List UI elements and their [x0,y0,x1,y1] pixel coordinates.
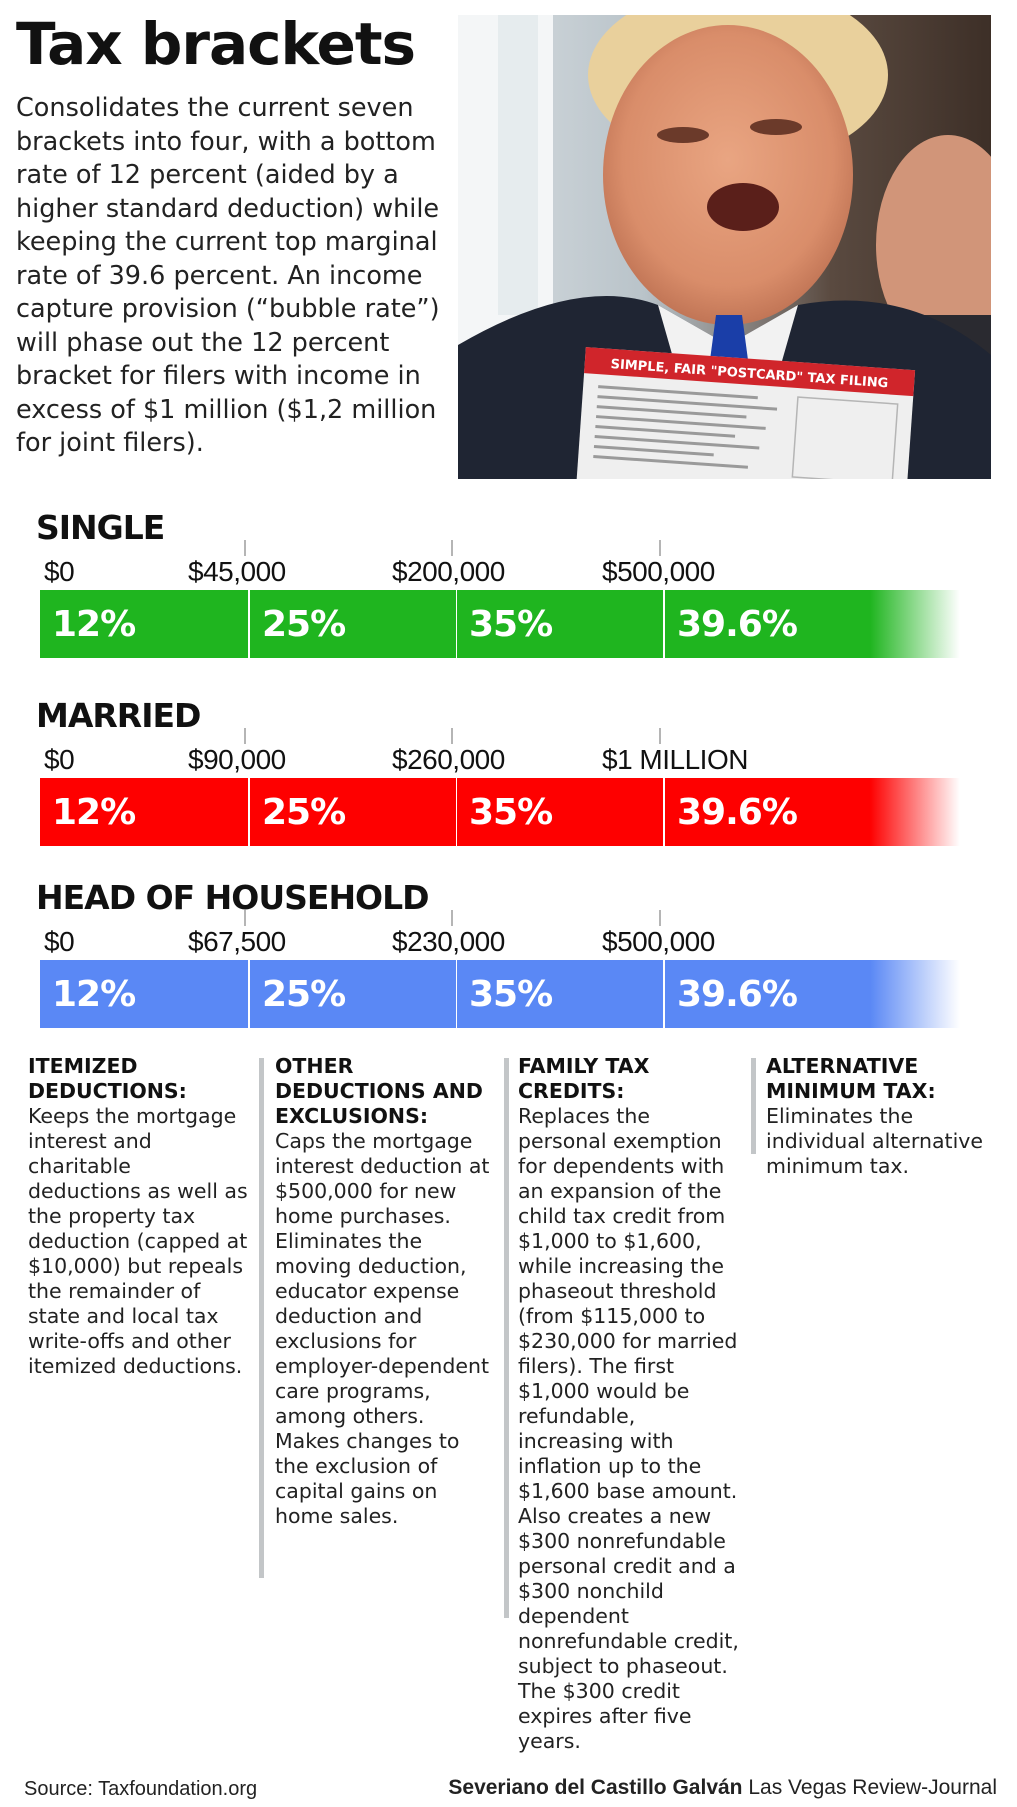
filer-type-title: MARRIED [36,696,201,735]
column-divider [259,1058,264,1578]
threshold-label: $45,000 [188,556,286,587]
rate-label: 35% [469,603,553,645]
rate-label: 39.6% [677,603,798,645]
threshold-tick [659,540,661,556]
threshold-label: $0 [44,744,75,775]
threshold-tick [244,728,246,744]
rate-segment: 12% [40,778,248,846]
threshold-tick [451,540,453,556]
bracket-section-married: MARRIED $0 $90,000 $260,000 $1 MILLION 12% 25%… [36,696,966,846]
threshold-label: $1 MILLION [602,744,748,775]
rate-segment: 35% [457,778,663,846]
rate-label: 12% [52,603,136,645]
rate-label: 25% [262,973,346,1015]
rate-label: 35% [469,791,553,833]
rate-segment: 12% [40,590,248,658]
family-tax-credits-column: FAMILY TAX CREDITS: Replaces the persona… [518,1054,740,1754]
bracket-section-head-of-household: HEAD OF HOUSEHOLD $0 $67,500 $230,000 $500,0… [36,878,966,1028]
rate-segment: 39.6% [665,590,870,658]
rate-segment: 39.6% [665,778,870,846]
threshold-tick [659,910,661,926]
threshold-label: $67,500 [188,926,286,957]
open-ended-fade [870,960,960,1028]
rate-segment: 35% [457,590,663,658]
other-deductions-column: OTHER DEDUCTIONS AND EXCLUSIONS: Caps th… [275,1054,495,1529]
open-ended-fade [870,590,960,658]
column-heading: ALTERNATIVE MINIMUM TAX: [766,1054,936,1103]
bracket-section-single: SINGLE $0 $45,000 $200,000 $500,000 12% 25% 35%… [36,508,966,658]
threshold-tick [451,910,453,926]
open-ended-fade [870,778,960,846]
threshold-label: $0 [44,556,75,587]
rate-segment: 25% [250,778,456,846]
threshold-label: $90,000 [188,744,286,775]
rate-segment: 25% [250,590,456,658]
intro-text: Consolidates the current seven brackets … [16,93,440,458]
threshold-tick [451,728,453,744]
page-title: Tax brackets [16,10,416,78]
column-divider [504,1058,509,1618]
column-body: Eliminates the individual alternative mi… [766,1104,984,1178]
itemized-deductions-column: ITEMIZED DEDUCTIONS: Keeps the mortgage … [28,1054,248,1379]
rate-label: 25% [262,603,346,645]
threshold-tick [244,540,246,556]
column-divider [751,1058,756,1154]
threshold-label: $230,000 [392,926,505,957]
column-body: Replaces the personal exemption for depe… [518,1104,739,1753]
threshold-label: $0 [44,926,75,957]
threshold-tick [244,910,246,926]
rate-label: 12% [52,791,136,833]
column-heading: OTHER DEDUCTIONS AND EXCLUSIONS: [275,1054,483,1128]
rate-segment: 12% [40,960,248,1028]
rate-label: 35% [469,973,553,1015]
alternative-minimum-tax-column: ALTERNATIVE MINIMUM TAX: Eliminates the … [766,1054,998,1179]
threshold-label: $200,000 [392,556,505,587]
filer-type-title: SINGLE [36,508,165,547]
rate-label: 39.6% [677,973,798,1015]
rate-label: 39.6% [677,791,798,833]
column-body: Keeps the mortgage interest and charitab… [28,1104,248,1378]
filer-type-title: HEAD OF HOUSEHOLD [36,878,430,917]
column-body: Caps the mortgage interest deduction at … [275,1129,490,1528]
rate-segment: 25% [250,960,456,1028]
credit-name: Severiano del Castillo Galván [448,1776,743,1799]
source-note: Source: Taxfoundation.org [24,1778,258,1800]
rate-segment: 39.6% [665,960,870,1028]
news-photo: SIMPLE, FAIR "POSTCARD" TAX FILING [458,15,991,479]
threshold-tick [659,728,661,744]
rate-segment: 35% [457,960,663,1028]
threshold-label: $500,000 [602,926,715,957]
rate-label: 12% [52,973,136,1015]
column-heading: ITEMIZED DEDUCTIONS: [28,1054,187,1103]
threshold-label: $260,000 [392,744,505,775]
column-heading: FAMILY TAX CREDITS: [518,1054,650,1103]
threshold-label: $500,000 [602,556,715,587]
photo-illustration: SIMPLE, FAIR "POSTCARD" TAX FILING [458,15,991,479]
credit-org: Las Vegas Review-Journal [748,1776,997,1799]
rate-label: 25% [262,791,346,833]
credit-line: Severiano del Castillo Galván Las Vegas … [448,1776,997,1800]
